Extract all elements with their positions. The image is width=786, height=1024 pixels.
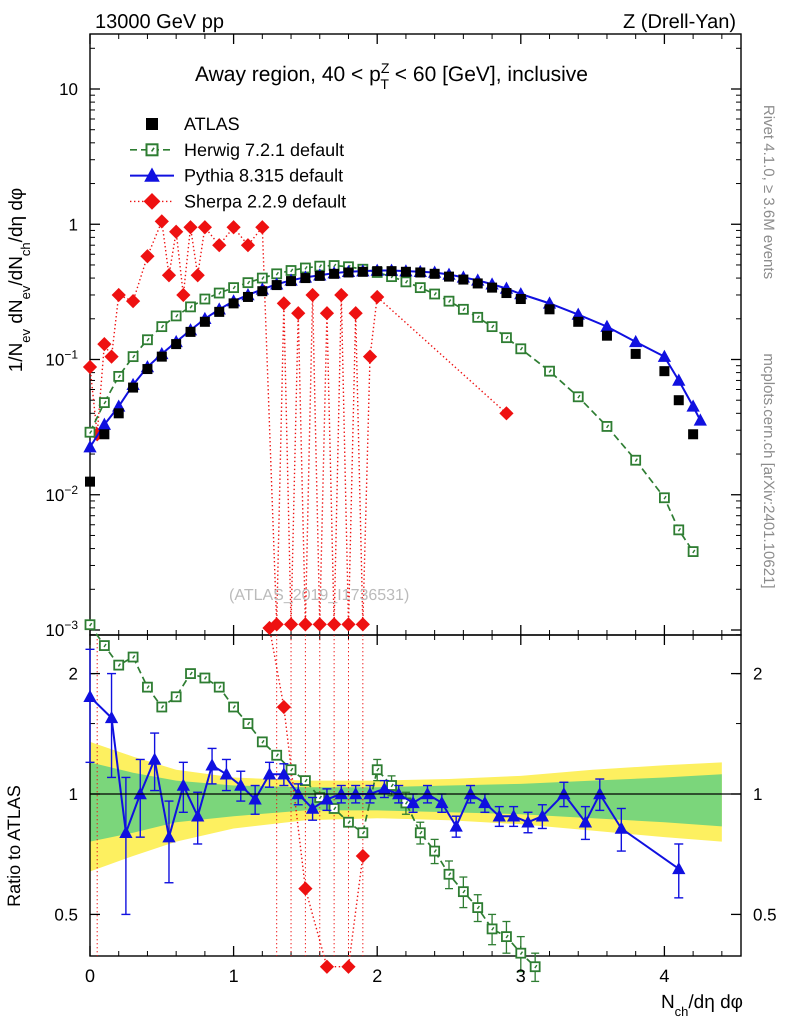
svg-text:Pythia 8.315 default: Pythia 8.315 default (184, 166, 343, 186)
svg-text:2: 2 (372, 966, 382, 986)
svg-text:Rivet 4.1.0, ≥ 3.6M events: Rivet 4.1.0, ≥ 3.6M events (760, 105, 777, 279)
svg-text:0.5: 0.5 (54, 905, 78, 924)
svg-text:3: 3 (516, 966, 526, 986)
svg-text:2: 2 (753, 665, 762, 684)
svg-text:Sherpa 2.2.9 default: Sherpa 2.2.9 default (184, 191, 346, 211)
svg-text:Z (Drell-Yan): Z (Drell-Yan) (623, 11, 736, 33)
svg-text:ATLAS: ATLAS (184, 114, 240, 134)
svg-text:0: 0 (85, 966, 95, 986)
svg-text:1: 1 (69, 215, 78, 234)
svg-text:2: 2 (69, 665, 78, 684)
svg-text:0.5: 0.5 (753, 905, 777, 924)
svg-text:Ratio to ATLAS: Ratio to ATLAS (4, 785, 24, 907)
svg-text:13000 GeV pp: 13000 GeV pp (95, 11, 224, 33)
svg-text:mcplots.cern.ch [arXiv:2401.10: mcplots.cern.ch [arXiv:2401.10621] (760, 353, 777, 588)
svg-text:(ATLAS_2019_I1736531): (ATLAS_2019_I1736531) (229, 587, 409, 604)
svg-text:1: 1 (69, 785, 78, 804)
svg-text:1: 1 (229, 966, 239, 986)
svg-text:1: 1 (753, 785, 762, 804)
svg-text:4: 4 (659, 966, 669, 986)
svg-text:Herwig 7.2.1 default: Herwig 7.2.1 default (184, 140, 344, 160)
svg-text:10: 10 (59, 80, 78, 99)
